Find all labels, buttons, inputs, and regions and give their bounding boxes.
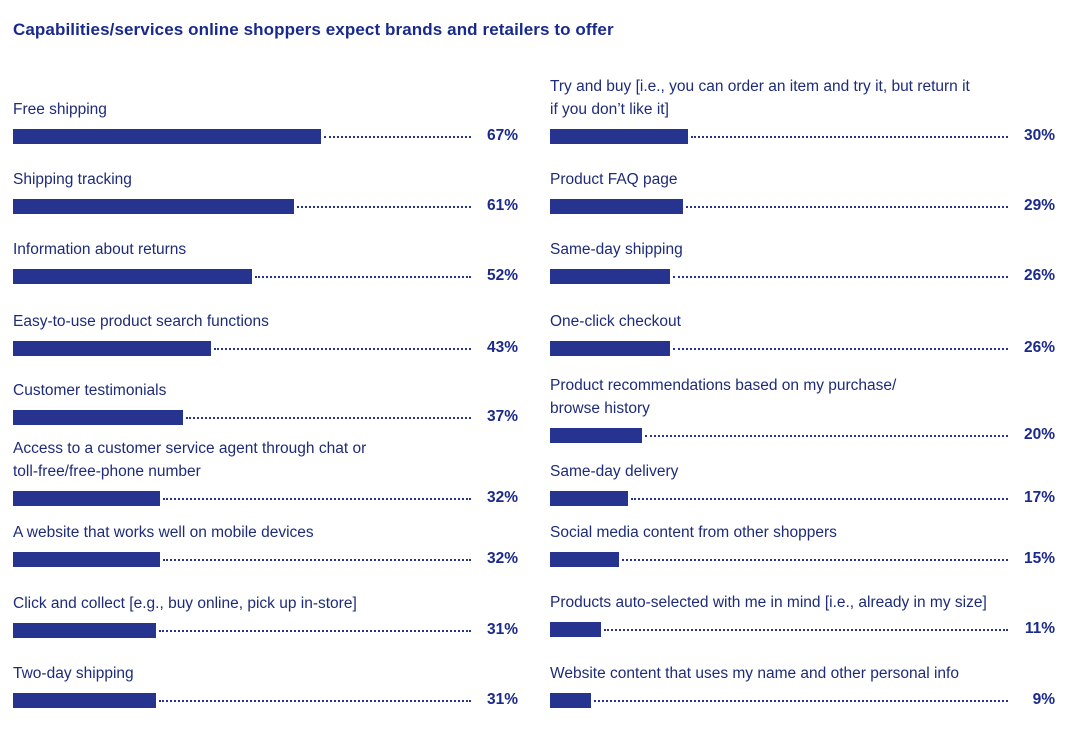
dotted-leader (631, 498, 1008, 500)
bar-row: 52% (13, 267, 518, 285)
value-label: 17% (1023, 489, 1055, 506)
left-column: Free shipping 67% Shipping tracking 61% Info… (13, 0, 518, 729)
value-label: 31% (486, 691, 518, 708)
value-label: 32% (486, 550, 518, 567)
bar-row: 67% (13, 127, 518, 145)
dotted-leader (594, 700, 1008, 702)
bar (550, 693, 591, 708)
category-label: Social media content from other shoppers (550, 524, 837, 541)
bar-row: 32% (13, 489, 518, 507)
dotted-leader (186, 417, 471, 419)
category-label: One-click checkout (550, 313, 681, 330)
bar (550, 341, 670, 356)
bar (13, 491, 160, 506)
bar (13, 410, 183, 425)
bar-row: 11% (550, 620, 1055, 638)
category-label: Products auto-selected with me in mind [… (550, 594, 987, 611)
category-label: Two-day shipping (13, 665, 134, 682)
dotted-leader (673, 348, 1008, 350)
bar (13, 693, 156, 708)
bar (550, 199, 683, 214)
bar-row: 17% (550, 489, 1055, 507)
category-label: Website content that uses my name and ot… (550, 665, 959, 682)
value-label: 26% (1023, 339, 1055, 356)
bar (550, 552, 619, 567)
value-label: 32% (486, 489, 518, 506)
category-label: Customer testimonials (13, 382, 167, 399)
bar-row: 31% (13, 691, 518, 709)
bar (13, 623, 156, 638)
value-label: 29% (1023, 197, 1055, 214)
bar (13, 341, 211, 356)
dotted-leader (163, 559, 471, 561)
value-label: 30% (1023, 127, 1055, 144)
dotted-leader (255, 276, 471, 278)
bar (550, 491, 628, 506)
value-label: 26% (1023, 267, 1055, 284)
dotted-leader (163, 498, 471, 500)
bar-row: 26% (550, 339, 1055, 357)
category-label: Product recommendations based on my purc… (550, 377, 897, 417)
dotted-leader (159, 630, 471, 632)
value-label: 15% (1023, 550, 1055, 567)
category-label: Information about returns (13, 241, 187, 258)
dotted-leader (604, 629, 1008, 631)
bar (13, 552, 160, 567)
category-label: A website that works well on mobile devi… (13, 524, 314, 541)
bar (550, 129, 688, 144)
value-label: 67% (486, 127, 518, 144)
bar (13, 269, 252, 284)
value-label: 37% (486, 408, 518, 425)
bar-row: 9% (550, 691, 1055, 709)
dotted-leader (159, 700, 471, 702)
value-label: 31% (486, 621, 518, 638)
bar-row: 29% (550, 197, 1055, 215)
dotted-leader (673, 276, 1008, 278)
bar-row: 31% (13, 621, 518, 639)
dotted-leader (214, 348, 471, 350)
value-label: 43% (486, 339, 518, 356)
bar-row: 15% (550, 550, 1055, 568)
bar-row: 43% (13, 339, 518, 357)
category-label: Free shipping (13, 101, 107, 118)
dotted-leader (686, 206, 1008, 208)
bar-row: 61% (13, 197, 518, 215)
category-label: Shipping tracking (13, 171, 132, 188)
bar (13, 129, 321, 144)
dotted-leader (622, 559, 1008, 561)
category-label: Easy-to-use product search functions (13, 313, 269, 330)
bar (550, 622, 601, 637)
right-column: Try and buy [i.e., you can order an item… (550, 0, 1055, 729)
dotted-leader (645, 435, 1008, 437)
category-label: Product FAQ page (550, 171, 678, 188)
bar-row: 30% (550, 127, 1055, 145)
value-label: 9% (1032, 691, 1055, 708)
bar-row: 32% (13, 550, 518, 568)
dotted-leader (691, 136, 1008, 138)
category-label: Access to a customer service agent throu… (13, 440, 367, 480)
dotted-leader (324, 136, 471, 138)
dotted-leader (297, 206, 471, 208)
chart-title: Capabilities/services online shoppers ex… (13, 20, 614, 39)
value-label: 20% (1023, 426, 1055, 443)
category-label: Click and collect [e.g., buy online, pic… (13, 595, 357, 612)
category-label: Same-day delivery (550, 463, 679, 480)
value-label: 52% (486, 267, 518, 284)
bar (13, 199, 294, 214)
bar (550, 428, 642, 443)
category-label: Same-day shipping (550, 241, 683, 258)
category-label: Try and buy [i.e., you can order an item… (550, 78, 970, 118)
value-label: 11% (1024, 620, 1055, 637)
bar (550, 269, 670, 284)
bar-row: 20% (550, 426, 1055, 444)
value-label: 61% (486, 197, 518, 214)
bar-row: 37% (13, 408, 518, 426)
bar-row: 26% (550, 267, 1055, 285)
